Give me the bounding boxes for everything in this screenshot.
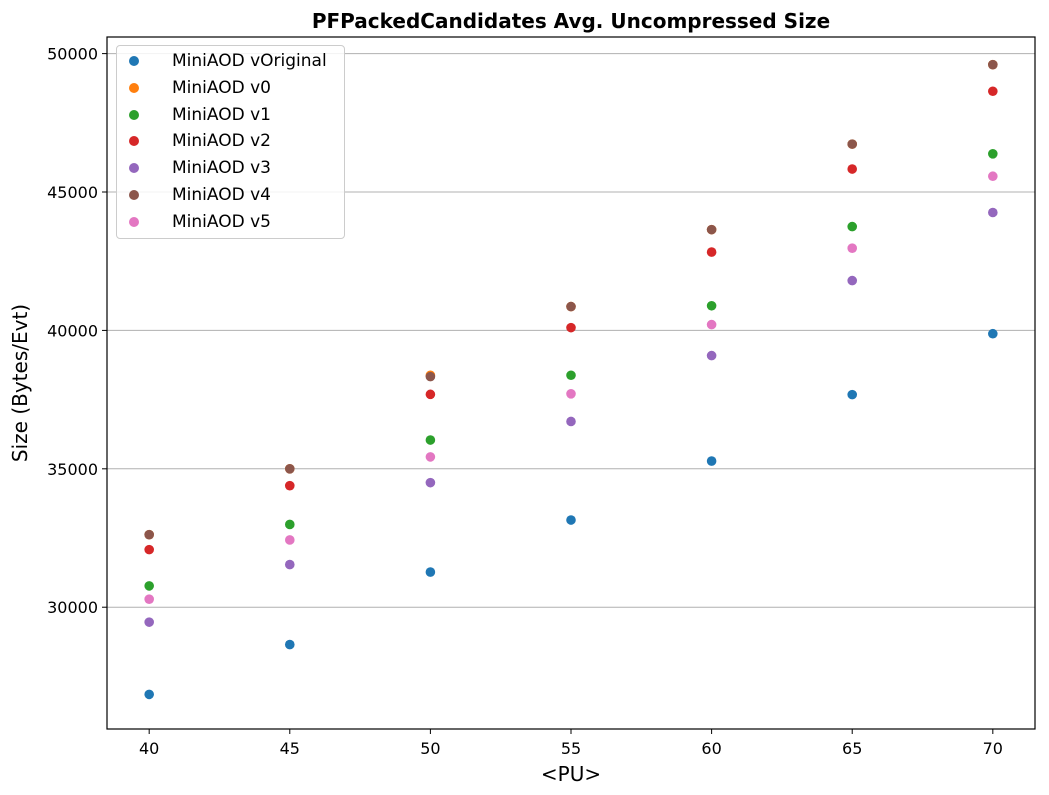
data-point — [566, 388, 576, 399]
x-axis-label: <PU> — [541, 762, 601, 786]
data-point — [425, 371, 436, 382]
data-point — [988, 59, 998, 70]
legend-entry: MiniAOD v1 — [129, 105, 271, 125]
series-miniaod-v1 — [144, 149, 998, 591]
x-tick-label: 65 — [842, 739, 862, 758]
series-miniaod-v5 — [144, 171, 998, 604]
data-point — [988, 86, 998, 97]
y-tick-label: 35000 — [47, 460, 98, 479]
legend-label: MiniAOD v3 — [172, 158, 271, 179]
data-point — [566, 416, 576, 427]
data-point — [706, 350, 717, 361]
data-point — [988, 171, 998, 182]
data-point — [706, 456, 717, 466]
data-point — [988, 328, 998, 339]
data-point — [425, 435, 436, 445]
data-point — [566, 322, 576, 333]
y-axis-label: Size (Bytes/Evt) — [8, 304, 32, 462]
x-tick-label: 70 — [983, 739, 1003, 758]
series-miniaod-v2 — [144, 86, 998, 555]
legend-marker-icon — [129, 56, 139, 66]
legend-entry: MiniAOD v5 — [129, 212, 271, 232]
data-point — [284, 535, 295, 545]
x-axis: 40 45 50 55 60 65 70 — [139, 729, 1003, 758]
data-point — [144, 544, 154, 555]
data-points — [144, 59, 998, 700]
data-point — [284, 559, 295, 570]
legend-label: MiniAOD v0 — [172, 77, 271, 98]
legend-entry: MiniAOD vOriginal — [129, 51, 327, 71]
x-tick-label: 45 — [280, 739, 300, 758]
series-miniaod-v3 — [144, 207, 998, 627]
data-point — [706, 300, 717, 311]
legend-marker-icon — [129, 82, 139, 93]
data-point — [566, 301, 576, 312]
data-point — [425, 389, 436, 400]
legend-marker-icon — [129, 109, 139, 120]
legend-entry: MiniAOD v4 — [129, 185, 271, 205]
y-tick-label: 40000 — [47, 321, 98, 340]
data-point — [988, 149, 998, 159]
series-miniaod-voriginal — [144, 328, 998, 700]
data-point — [284, 519, 295, 530]
data-point — [847, 139, 858, 149]
series-miniaod-v4 — [144, 59, 998, 540]
data-point — [847, 243, 858, 253]
data-point — [144, 617, 154, 627]
data-point — [425, 452, 436, 462]
data-point — [284, 639, 295, 650]
legend-label: MiniAOD v1 — [172, 104, 271, 125]
y-tick-label: 45000 — [47, 183, 98, 202]
data-point — [566, 370, 576, 381]
x-tick-label: 55 — [561, 739, 581, 758]
data-point — [144, 529, 154, 540]
data-point — [144, 689, 154, 700]
legend-label: MiniAOD vOriginal — [172, 51, 327, 71]
legend-entry: MiniAOD v0 — [129, 78, 271, 98]
data-point — [144, 594, 154, 604]
legend-label: MiniAOD v4 — [172, 185, 271, 205]
legend-label: MiniAOD v5 — [172, 211, 271, 232]
data-point — [988, 207, 998, 218]
data-point — [566, 515, 576, 525]
data-point — [847, 389, 858, 400]
legend-entry: MiniAOD v3 — [129, 158, 271, 178]
data-point — [706, 247, 717, 257]
data-point — [144, 581, 154, 591]
data-point — [847, 275, 858, 286]
data-point — [706, 224, 717, 235]
data-point — [706, 319, 717, 330]
legend: MiniAOD vOriginal MiniAOD v0 MiniAOD v1 Min… — [116, 45, 345, 239]
data-point — [847, 164, 858, 174]
legend-marker-icon — [129, 136, 139, 147]
x-tick-label: 60 — [701, 739, 721, 758]
data-point — [425, 477, 436, 488]
legend-marker-icon — [129, 163, 139, 174]
data-point — [284, 464, 295, 474]
legend-marker-icon — [129, 216, 139, 227]
legend-label: MiniAOD v2 — [172, 131, 271, 152]
x-tick-label: 40 — [139, 739, 159, 758]
chart-title: PFPackedCandidates Avg. Uncompressed Siz… — [312, 9, 830, 33]
data-point — [847, 221, 858, 232]
legend-entry: MiniAOD v2 — [129, 131, 271, 151]
y-tick-label: 30000 — [47, 598, 98, 617]
data-point — [284, 480, 295, 491]
y-tick-label: 50000 — [47, 45, 98, 64]
legend-marker-icon — [129, 190, 139, 200]
y-axis: 30000 35000 40000 45000 50000 — [47, 45, 107, 617]
data-point — [425, 567, 436, 577]
x-tick-label: 50 — [420, 739, 440, 758]
